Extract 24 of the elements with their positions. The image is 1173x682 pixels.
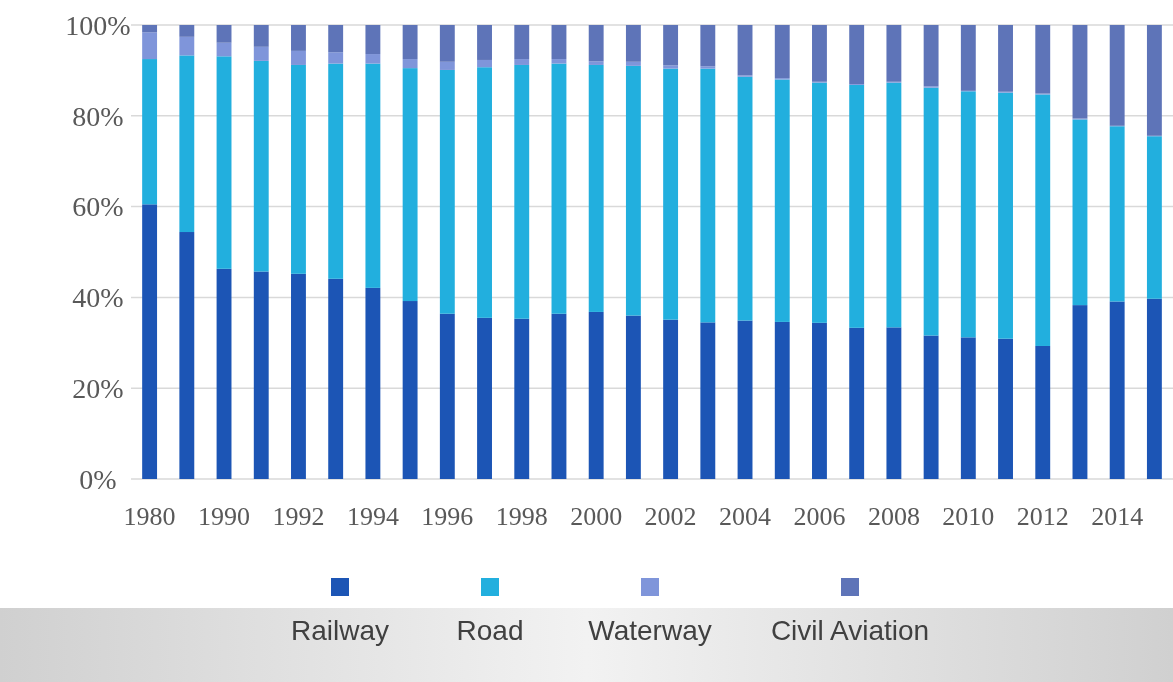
x-tick-label: 1990 xyxy=(198,502,251,531)
y-tick-label: 80% xyxy=(72,100,124,132)
x-tick-label: 1998 xyxy=(495,502,548,531)
legend-label: Railway xyxy=(290,614,390,646)
x-tick-label: 2010 xyxy=(942,502,995,531)
x-tick-label: 2004 xyxy=(719,502,772,531)
legend-label: Waterway xyxy=(588,614,712,646)
x-tick-label: 2002 xyxy=(644,502,697,531)
x-tick-label: 2008 xyxy=(867,502,920,531)
y-tick-label: 100% xyxy=(65,9,131,41)
x-tick-label: 1992 xyxy=(272,502,325,531)
x-tick-label: 2014 xyxy=(1091,502,1144,531)
x-tick-label: 2006 xyxy=(793,502,846,531)
x-tick-label: 2000 xyxy=(570,502,623,531)
legend-label: Civil Aviation xyxy=(770,614,930,646)
y-tick-label: 20% xyxy=(72,373,124,404)
y-tick-label: 40% xyxy=(72,282,124,314)
y-tick-label: 60% xyxy=(72,191,124,223)
x-tick-label: 1994 xyxy=(346,502,399,531)
x-tick-label: 1996 xyxy=(421,502,474,531)
x-tick-label: 1980 xyxy=(123,502,176,531)
y-tick-label: 0% xyxy=(79,463,117,495)
x-tick-label: 2012 xyxy=(1016,502,1069,531)
legend-label: Road xyxy=(456,614,524,646)
